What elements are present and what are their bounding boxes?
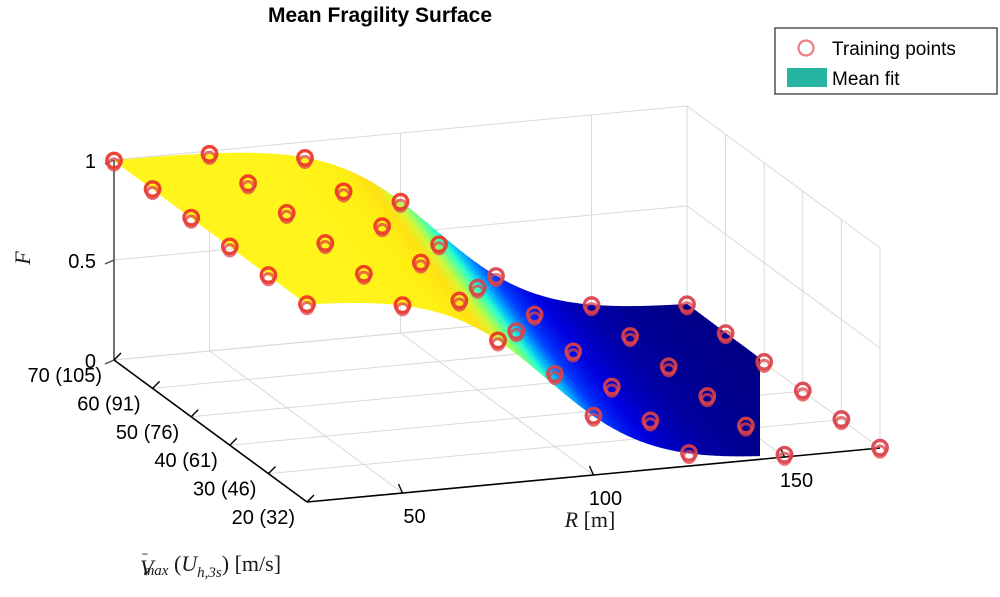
grid-line-rwall-z — [686, 205, 881, 349]
grid-line-rwall-z — [686, 105, 881, 249]
surface-mesh — [113, 152, 760, 457]
grid-line-floor-y — [400, 332, 594, 476]
grid-line-floor-y — [209, 350, 403, 494]
page-title: Mean Fragility Surface — [268, 4, 492, 27]
